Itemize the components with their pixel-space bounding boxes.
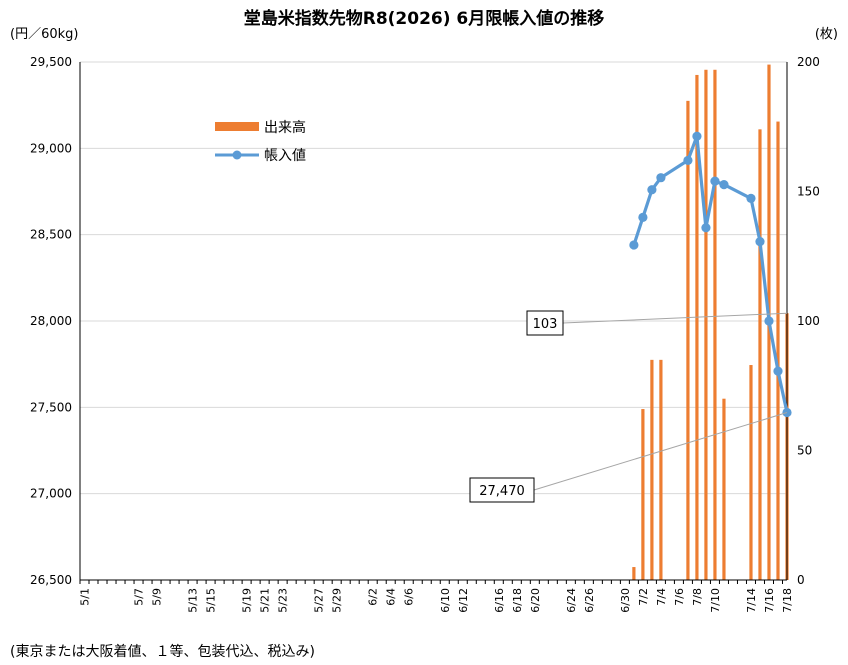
volume-bar	[686, 100, 690, 580]
price-point	[773, 366, 783, 376]
price-point	[710, 176, 720, 186]
x-tick-label: 7/16	[763, 588, 776, 613]
x-tick-label: 7/10	[709, 588, 722, 613]
callout-leader	[533, 412, 788, 491]
callout-leader	[562, 312, 788, 324]
x-tick-label: 5/13	[187, 588, 200, 613]
y-right-tick-label: 100	[797, 314, 820, 328]
legend: 出来高 帳入値	[215, 119, 306, 164]
x-tick-label: 6/2	[367, 588, 380, 606]
callouts: 103 27,470	[469, 310, 788, 503]
x-tick-label: 5/9	[151, 588, 164, 606]
x-tick-label: 6/24	[565, 588, 578, 613]
y-right-tick-label: 200	[797, 55, 820, 69]
callout-box	[526, 310, 564, 336]
y-left-tick-label: 27,500	[30, 400, 72, 414]
gridlines	[80, 61, 787, 495]
footnote: (東京または大阪着値、１等、包装代込、税込み)	[10, 643, 315, 660]
callout-label: 103	[533, 317, 558, 332]
price-point	[647, 185, 657, 195]
x-tick-label: 5/21	[259, 588, 272, 613]
x-tick-label: 5/19	[241, 588, 254, 613]
price-point	[629, 240, 639, 250]
callout-box	[469, 477, 535, 503]
y-right-tick-label: 0	[797, 573, 805, 587]
x-tick-label: 6/4	[385, 588, 398, 606]
legend-bar-label: 出来高	[264, 119, 306, 136]
legend-line-label: 帳入値	[264, 148, 306, 164]
y-left-tick-label: 27,000	[30, 487, 72, 501]
callout-label: 27,470	[479, 484, 525, 499]
volume-bar	[641, 409, 645, 580]
price-point	[638, 212, 648, 222]
x-tick-label: 6/30	[619, 588, 632, 613]
y-left-tick-label: 26,500	[30, 573, 72, 587]
x-tick-label: 6/6	[403, 588, 416, 606]
legend-bar-swatch	[215, 122, 259, 131]
x-tick-label: 7/14	[745, 588, 758, 613]
price-point	[683, 155, 693, 166]
x-tick-label: 6/16	[493, 588, 506, 613]
y-left-tick-label: 29,000	[30, 141, 72, 155]
volume-bar	[632, 567, 636, 580]
x-tick-label: 5/23	[277, 588, 290, 613]
price-point	[692, 131, 702, 141]
chart-title: 堂島米指数先物R8(2026) 6月限帳入値の推移	[244, 8, 605, 29]
x-tick-label: 7/6	[673, 588, 686, 606]
volume-bar	[758, 129, 762, 580]
volume-bar	[650, 359, 654, 580]
price-point	[764, 316, 774, 326]
x-tick-label: 6/26	[583, 588, 596, 613]
x-tick-label: 5/7	[133, 588, 146, 606]
volume-bar	[722, 398, 726, 580]
price-point	[701, 223, 711, 233]
y-right-tick-label: 150	[797, 185, 820, 199]
y-left-tick-label: 28,500	[30, 228, 72, 242]
price-line	[629, 131, 792, 418]
price-point	[746, 193, 756, 204]
price-point	[719, 179, 729, 190]
volume-bar	[749, 365, 753, 580]
legend-line-marker	[232, 150, 242, 160]
y-right-tick-label: 50	[797, 444, 812, 458]
x-tick-label: 7/8	[691, 588, 704, 606]
x-tick-label: 5/29	[331, 588, 344, 613]
x-tick-label: 5/27	[313, 588, 326, 613]
x-tick-label: 5/15	[205, 588, 218, 613]
x-tick-label: 6/20	[529, 588, 542, 613]
volume-bar	[695, 74, 699, 580]
y-left-tick-label: 29,500	[30, 55, 72, 69]
left-axis-unit: (円／60kg)	[10, 27, 78, 42]
x-tick-label: 7/2	[637, 588, 650, 606]
volume-bar	[659, 359, 663, 580]
x-tick-label: 5/1	[79, 588, 92, 606]
price-point	[656, 173, 666, 183]
x-tick-label: 7/18	[781, 588, 794, 613]
volume-bar	[776, 121, 780, 580]
volume-bar	[704, 69, 708, 581]
x-tick-label: 7/4	[655, 588, 668, 606]
x-tick-label: 6/10	[439, 588, 452, 613]
x-tick-label: 6/12	[457, 588, 470, 613]
volume-bar	[713, 69, 717, 581]
x-tick-label: 6/18	[511, 588, 524, 613]
y-left-tick-label: 28,000	[30, 314, 72, 328]
right-axis-unit: (枚)	[815, 27, 838, 42]
axes: 29,500 29,000 28,500 28,000 27,500 27,000 26,5…	[30, 55, 820, 613]
price-point	[755, 236, 765, 247]
